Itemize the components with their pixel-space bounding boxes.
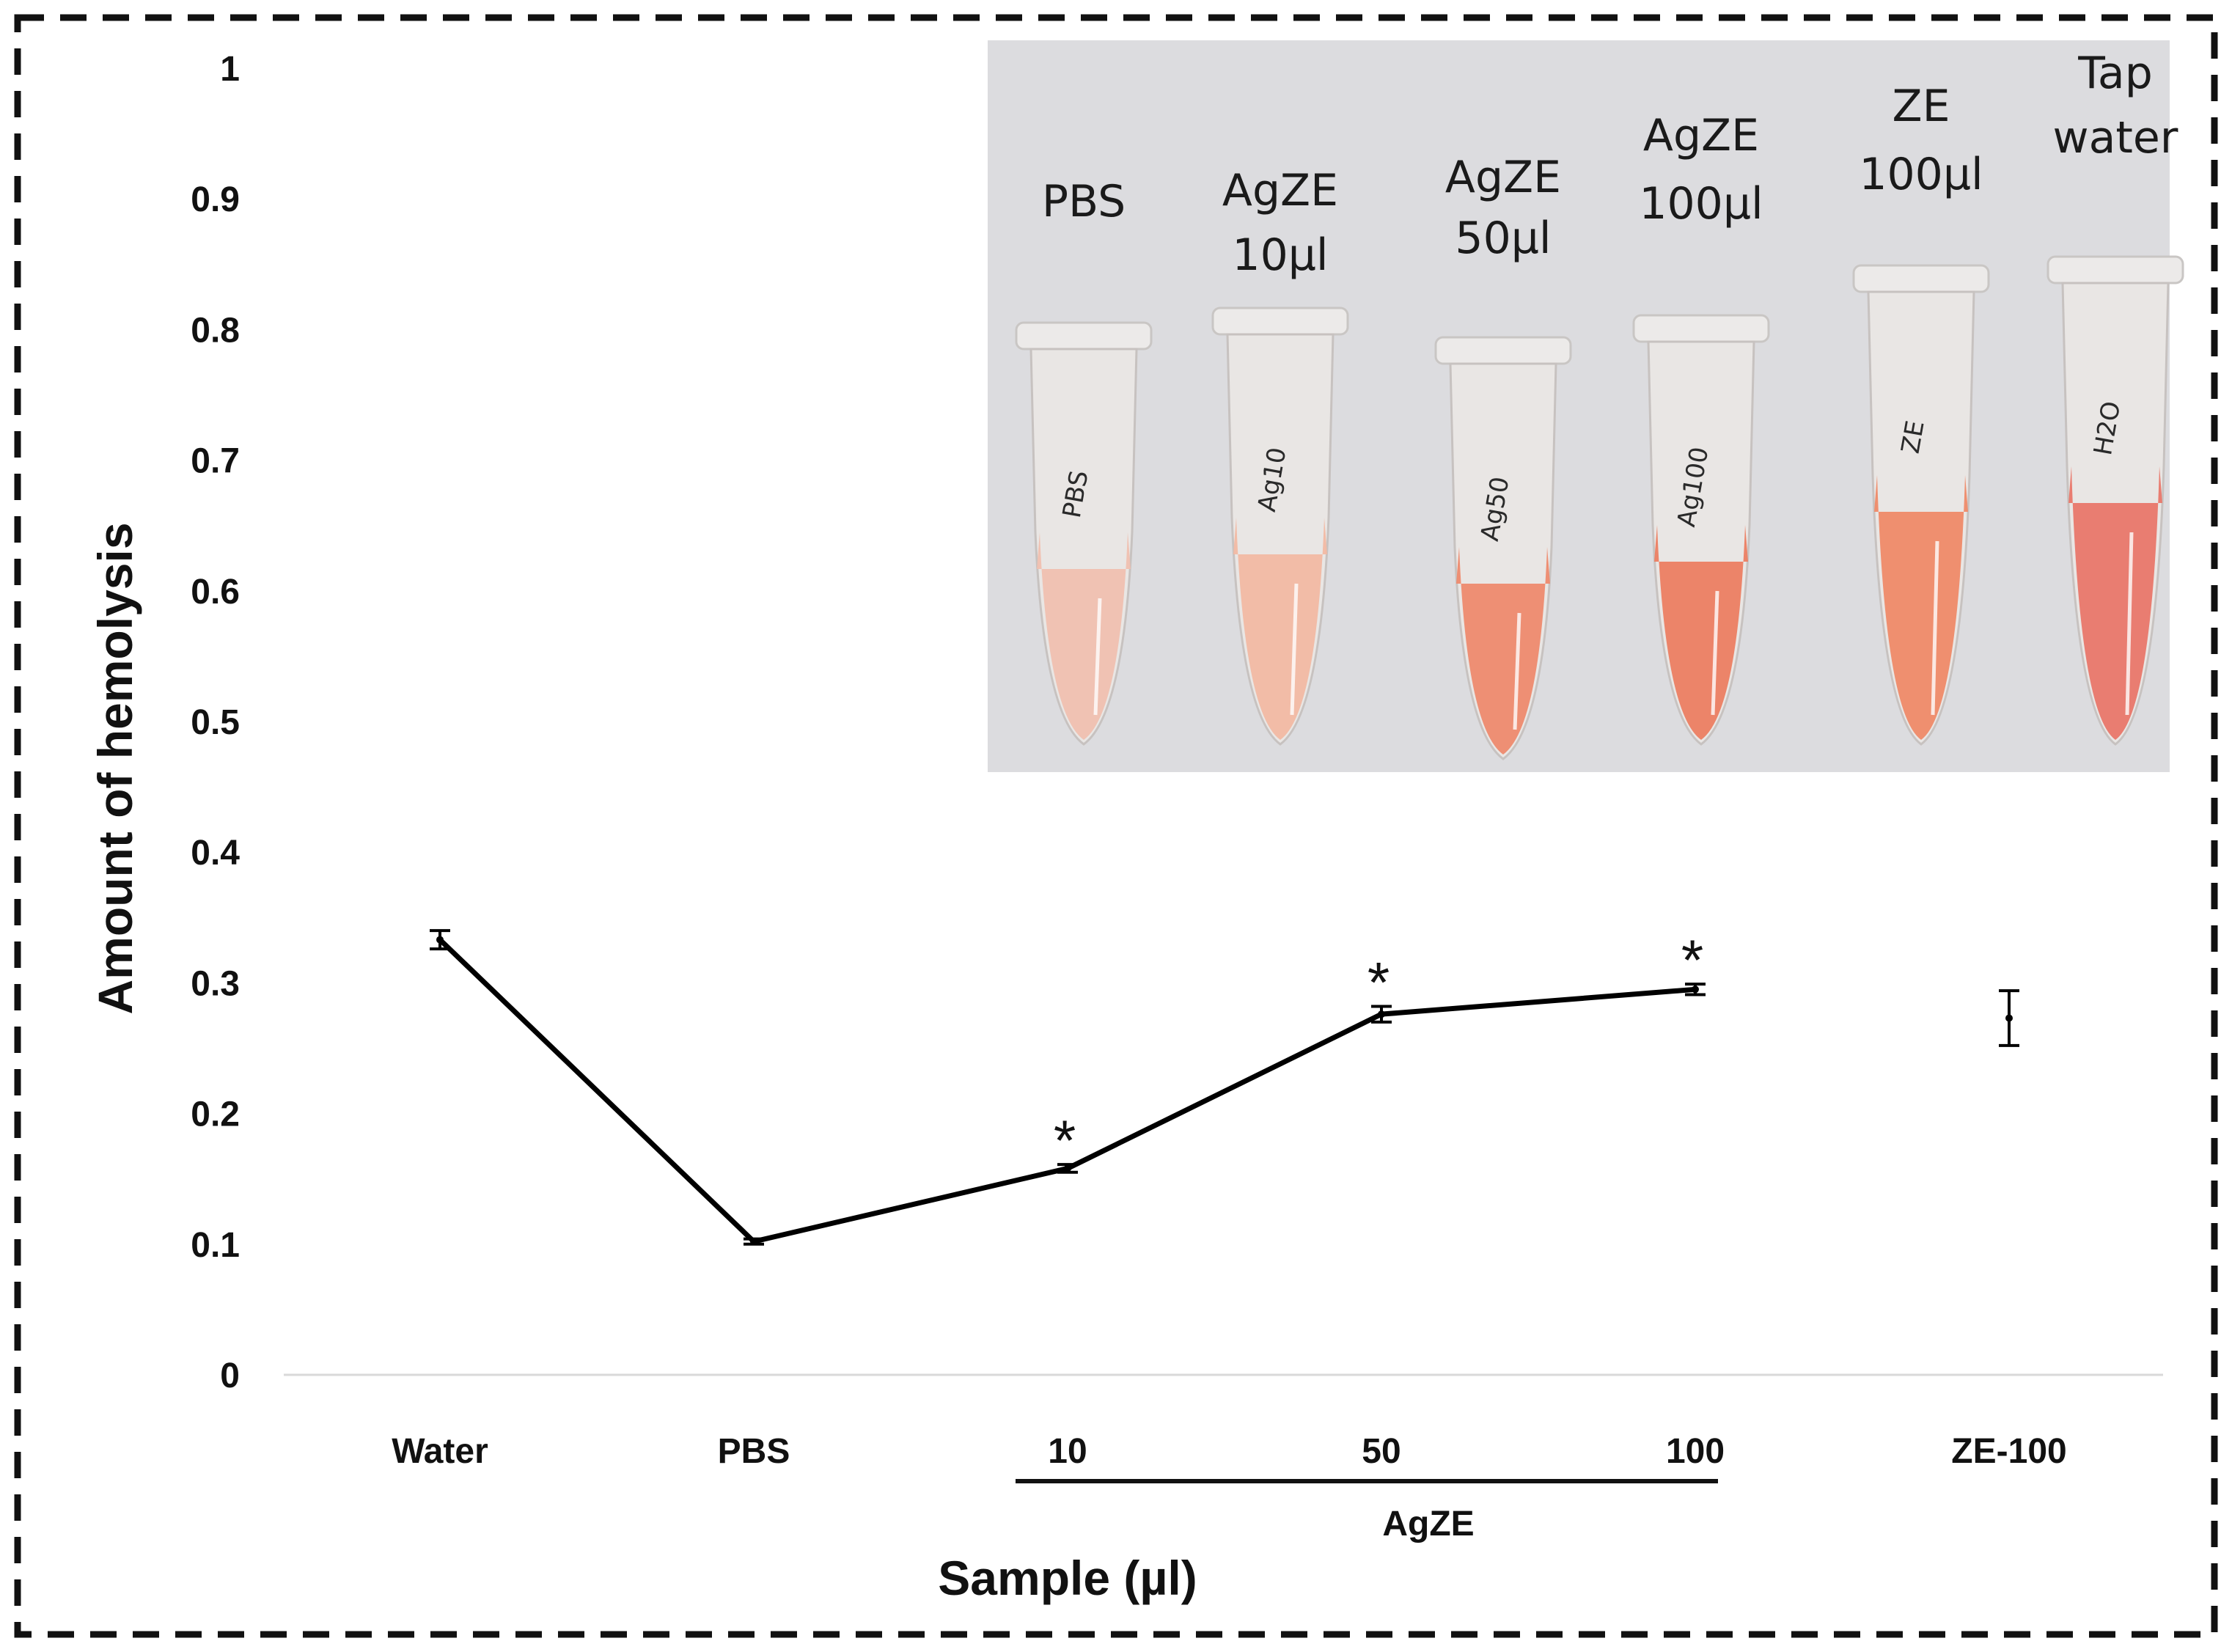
x-tick-label: ZE-100 xyxy=(1951,1432,2066,1471)
series-line xyxy=(438,938,1696,1244)
y-tick-label: 0 xyxy=(220,1357,240,1395)
y-tick-labels: 0 0.1 0.2 0.3 0.4 0.5 0.6 0.7 0.8 0.9 1 xyxy=(191,50,240,1395)
tube-label: AgZE 50µl xyxy=(1445,152,1561,264)
tube-label: AgZE 10µl xyxy=(1222,165,1338,281)
significance-star: * xyxy=(1368,950,1390,1014)
y-tick-label: 0.5 xyxy=(191,703,240,742)
x-tick-label: 10 xyxy=(1048,1432,1087,1471)
data-point xyxy=(436,936,444,944)
data-point xyxy=(2005,1014,2013,1022)
x-tick-label: 50 xyxy=(1362,1432,1400,1471)
significance-star: * xyxy=(1054,1108,1076,1172)
tube: Ag100 xyxy=(1632,314,1770,746)
y-tick-label: 0.8 xyxy=(191,311,240,350)
tube: Ag10 xyxy=(1211,306,1349,746)
tube-label: PBS xyxy=(1042,176,1126,227)
y-tick-label: 0.1 xyxy=(191,1226,240,1265)
y-tick-label: 0.3 xyxy=(191,964,240,1003)
tube-label: AgZE 100µl xyxy=(1639,110,1763,230)
tube-label: Tap water xyxy=(2053,48,2178,164)
data-point xyxy=(1692,985,1699,994)
significance-star: * xyxy=(1681,928,1703,992)
y-tick-label: 0.4 xyxy=(191,834,240,873)
tube: PBS xyxy=(1015,321,1153,746)
data-point xyxy=(1378,1010,1385,1018)
y-tick-label: 0.2 xyxy=(191,1095,240,1134)
dashed-frame xyxy=(14,14,2218,1638)
inset-photo: PBS PBS Ag10 AgZE 10µl Ag50 AgZE 50µl Ag100 AgZE 1… xyxy=(988,40,2184,772)
tube-label: ZE 100µl xyxy=(1859,81,1983,200)
tube-layer: PBS PBS Ag10 AgZE 10µl Ag50 AgZE 50µl Ag100 AgZE 1… xyxy=(1015,48,2184,760)
y-tick-label: 0.6 xyxy=(191,573,240,612)
data-point xyxy=(750,1238,757,1246)
y-tick-label: 0.7 xyxy=(191,442,240,481)
inset-background xyxy=(988,40,2170,772)
x-tick-label: PBS xyxy=(718,1432,790,1471)
agze-group-label: AgZE xyxy=(1382,1505,1474,1543)
x-tick-label: Water xyxy=(392,1432,488,1471)
tube-mark: ZE xyxy=(1896,419,1931,456)
tube: ZE xyxy=(1852,264,1990,746)
y-tick-label: 0.9 xyxy=(191,180,240,219)
series-layer: * * * xyxy=(430,928,2019,1246)
y-axis-title: Amount of hemolysis xyxy=(88,522,142,1014)
y-tick-label: 1 xyxy=(220,50,240,89)
x-tick-label: 100 xyxy=(1666,1432,1725,1471)
x-axis-title: Sample (µl) xyxy=(938,1551,1197,1605)
tube: Ag50 xyxy=(1434,336,1572,760)
tube: H2O xyxy=(2046,255,2184,746)
data-point xyxy=(1064,1164,1071,1172)
x-tick-labels: Water PBS 10 50 100 ZE-100 xyxy=(392,1432,2066,1471)
